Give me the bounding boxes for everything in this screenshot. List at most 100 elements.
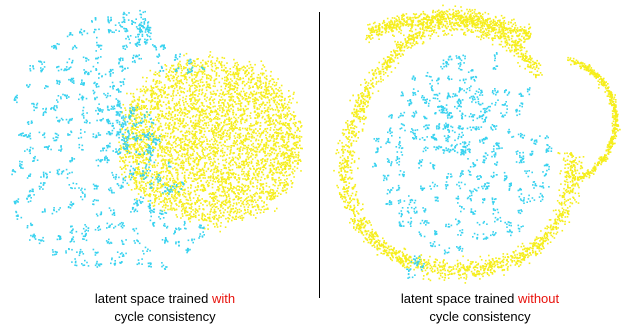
scatter-point-cyan: [94, 19, 97, 21]
scatter-point-yellow: [172, 89, 175, 92]
scatter-point-cyan: [94, 228, 97, 231]
scatter-point-yellow: [129, 134, 131, 136]
scatter-point-yellow: [215, 176, 217, 178]
scatter-point-cyan: [66, 61, 69, 64]
scatter-point-yellow: [172, 126, 175, 129]
scatter-point-yellow: [170, 148, 172, 150]
scatter-point-yellow: [159, 88, 162, 91]
scatter-point-cyan: [121, 65, 124, 68]
scatter-point-yellow: [176, 118, 178, 120]
scatter-point-yellow: [173, 130, 175, 132]
scatter-point-yellow: [216, 121, 218, 124]
scatter-point-yellow: [229, 132, 232, 134]
scatter-point-yellow: [229, 169, 232, 172]
scatter-point-yellow: [222, 186, 225, 188]
scatter-point-yellow: [267, 88, 269, 91]
scatter-point-yellow: [238, 202, 240, 204]
scatter-point-cyan: [81, 232, 83, 235]
scatter-point-yellow: [258, 163, 260, 166]
scatter-point-yellow: [210, 76, 213, 79]
scatter-point-yellow: [195, 85, 198, 88]
scatter-point-yellow: [257, 115, 259, 117]
scatter-point-yellow: [288, 149, 290, 152]
scatter-point-yellow: [174, 118, 176, 120]
scatter-point-yellow: [188, 141, 190, 144]
scatter-point-yellow: [182, 118, 185, 120]
scatter-point-yellow: [242, 216, 245, 219]
scatter-point-yellow: [152, 80, 155, 82]
scatter-point-yellow: [208, 203, 211, 205]
scatter-point-yellow: [272, 190, 275, 192]
scatter-point-yellow: [166, 201, 168, 203]
scatter-point-yellow: [247, 211, 249, 213]
scatter-point-yellow: [151, 202, 153, 204]
scatter-point-cyan: [110, 209, 112, 212]
scatter-point-cyan: [108, 188, 110, 191]
scatter-point-yellow: [195, 65, 198, 68]
scatter-point-yellow: [179, 63, 182, 66]
scatter-point-yellow: [147, 174, 149, 177]
scatter-point-yellow: [195, 80, 197, 82]
scatter-point-cyan: [72, 77, 75, 80]
scatter-point-yellow: [203, 186, 205, 189]
scatter-point-yellow: [146, 88, 148, 90]
scatter-point-yellow: [151, 89, 153, 91]
scatter-point-cyan: [31, 102, 33, 105]
scatter-point-yellow: [162, 166, 165, 168]
scatter-point-cyan: [52, 254, 54, 256]
scatter-point-yellow: [139, 188, 142, 191]
scatter-point-yellow: [239, 166, 242, 169]
scatter-point-yellow: [256, 98, 259, 101]
scatter-point-cyan: [14, 97, 16, 100]
scatter-point-yellow: [279, 120, 282, 123]
scatter-point-yellow: [246, 73, 248, 76]
scatter-point-yellow: [179, 181, 182, 183]
scatter-point-cyan: [112, 84, 115, 87]
scatter-point-yellow: [172, 177, 175, 180]
scatter-point-yellow: [220, 150, 222, 153]
scatter-point-cyan: [46, 176, 48, 178]
scatter-point-yellow: [242, 147, 244, 149]
scatter-point-yellow: [208, 153, 210, 155]
scatter-point-cyan: [107, 106, 109, 109]
scatter-point-yellow: [203, 122, 206, 125]
scatter-point-yellow: [238, 153, 240, 155]
scatter-point-yellow: [190, 177, 193, 180]
scatter-point-yellow: [239, 100, 241, 102]
scatter-point-yellow: [216, 170, 218, 172]
scatter-point-yellow: [133, 182, 136, 184]
scatter-point-yellow: [175, 162, 178, 165]
scatter-point-cyan: [97, 56, 100, 59]
scatter-point-yellow: [257, 121, 259, 124]
scatter-point-yellow: [240, 210, 242, 212]
scatter-point-yellow: [171, 155, 173, 157]
scatter-point-yellow: [210, 75, 212, 78]
scatter-point-cyan: [54, 250, 57, 253]
scatter-point-yellow: [229, 71, 232, 73]
scatter-point-yellow: [300, 170, 302, 172]
scatter-point-yellow: [244, 127, 246, 130]
scatter-point-cyan: [83, 84, 85, 86]
scatter-point-yellow: [289, 155, 292, 157]
scatter-point-yellow: [263, 164, 265, 167]
scatter-point-cyan: [65, 118, 68, 121]
scatter-point-yellow: [143, 101, 145, 103]
scatter-point-cyan: [43, 61, 46, 63]
scatter-point-yellow: [213, 208, 216, 211]
scatter-point-yellow: [269, 127, 272, 129]
scatter-point-cyan: [81, 33, 84, 36]
scatter-point-yellow: [196, 173, 198, 175]
scatter-point-yellow: [249, 115, 251, 117]
scatter-point-yellow: [194, 100, 197, 102]
scatter-point-yellow: [224, 186, 227, 189]
scatter-point-yellow: [179, 119, 181, 121]
scatter-point-yellow: [128, 122, 130, 125]
scatter-point-yellow: [220, 195, 223, 197]
scatter-point-yellow: [145, 138, 148, 141]
scatter-point-yellow: [185, 72, 188, 74]
scatter-point-yellow: [183, 209, 186, 212]
scatter-point-yellow: [235, 67, 238, 70]
scatter-point-cyan: [42, 236, 44, 239]
scatter-point-yellow: [189, 197, 191, 200]
scatter-point-yellow: [236, 92, 239, 95]
